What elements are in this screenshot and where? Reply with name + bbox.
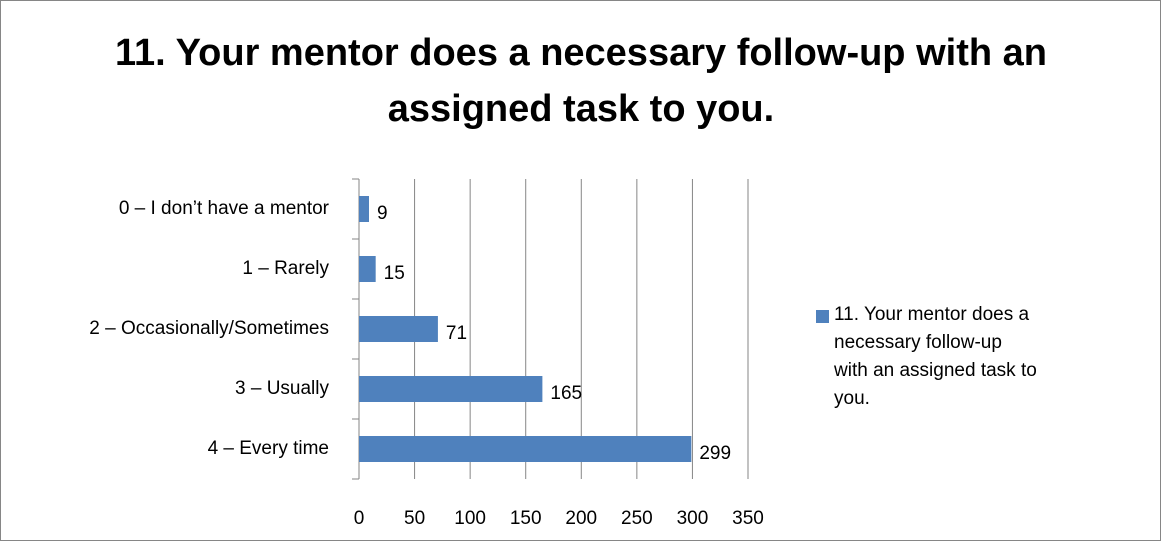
bar: [359, 376, 543, 402]
data-label: 9: [377, 203, 388, 224]
y-tick-label: 3 – Usually: [235, 378, 329, 399]
x-tick-label: 50: [404, 508, 425, 529]
x-tick-label: 150: [510, 508, 542, 529]
y-tick-label: 1 – Rarely: [242, 258, 329, 279]
x-tick-label: 350: [732, 508, 764, 529]
x-tick-label: 300: [677, 508, 709, 529]
legend-key: [816, 310, 829, 323]
y-tick-label: 4 – Every time: [208, 438, 329, 459]
x-tick-label: 250: [621, 508, 653, 529]
chart-title: 11. Your mentor does a necessary follow-…: [115, 32, 1047, 130]
legend-label: 11. Your mentor does a necessary follow-…: [834, 304, 1037, 409]
bar: [359, 316, 438, 342]
data-label: 165: [550, 383, 582, 404]
data-label: 299: [699, 443, 731, 464]
y-tick-label: 0 – I don’t have a mentor: [119, 198, 330, 219]
x-tick-label: 100: [454, 508, 486, 529]
bar: [359, 436, 692, 462]
data-label: 15: [384, 263, 405, 284]
x-tick-label: 0: [354, 508, 365, 529]
y-tick-label: 2 – Occasionally/Sometimes: [89, 318, 329, 339]
bar: [359, 256, 376, 282]
data-label: 71: [446, 323, 467, 344]
bar: [359, 196, 370, 222]
x-tick-label: 200: [565, 508, 597, 529]
